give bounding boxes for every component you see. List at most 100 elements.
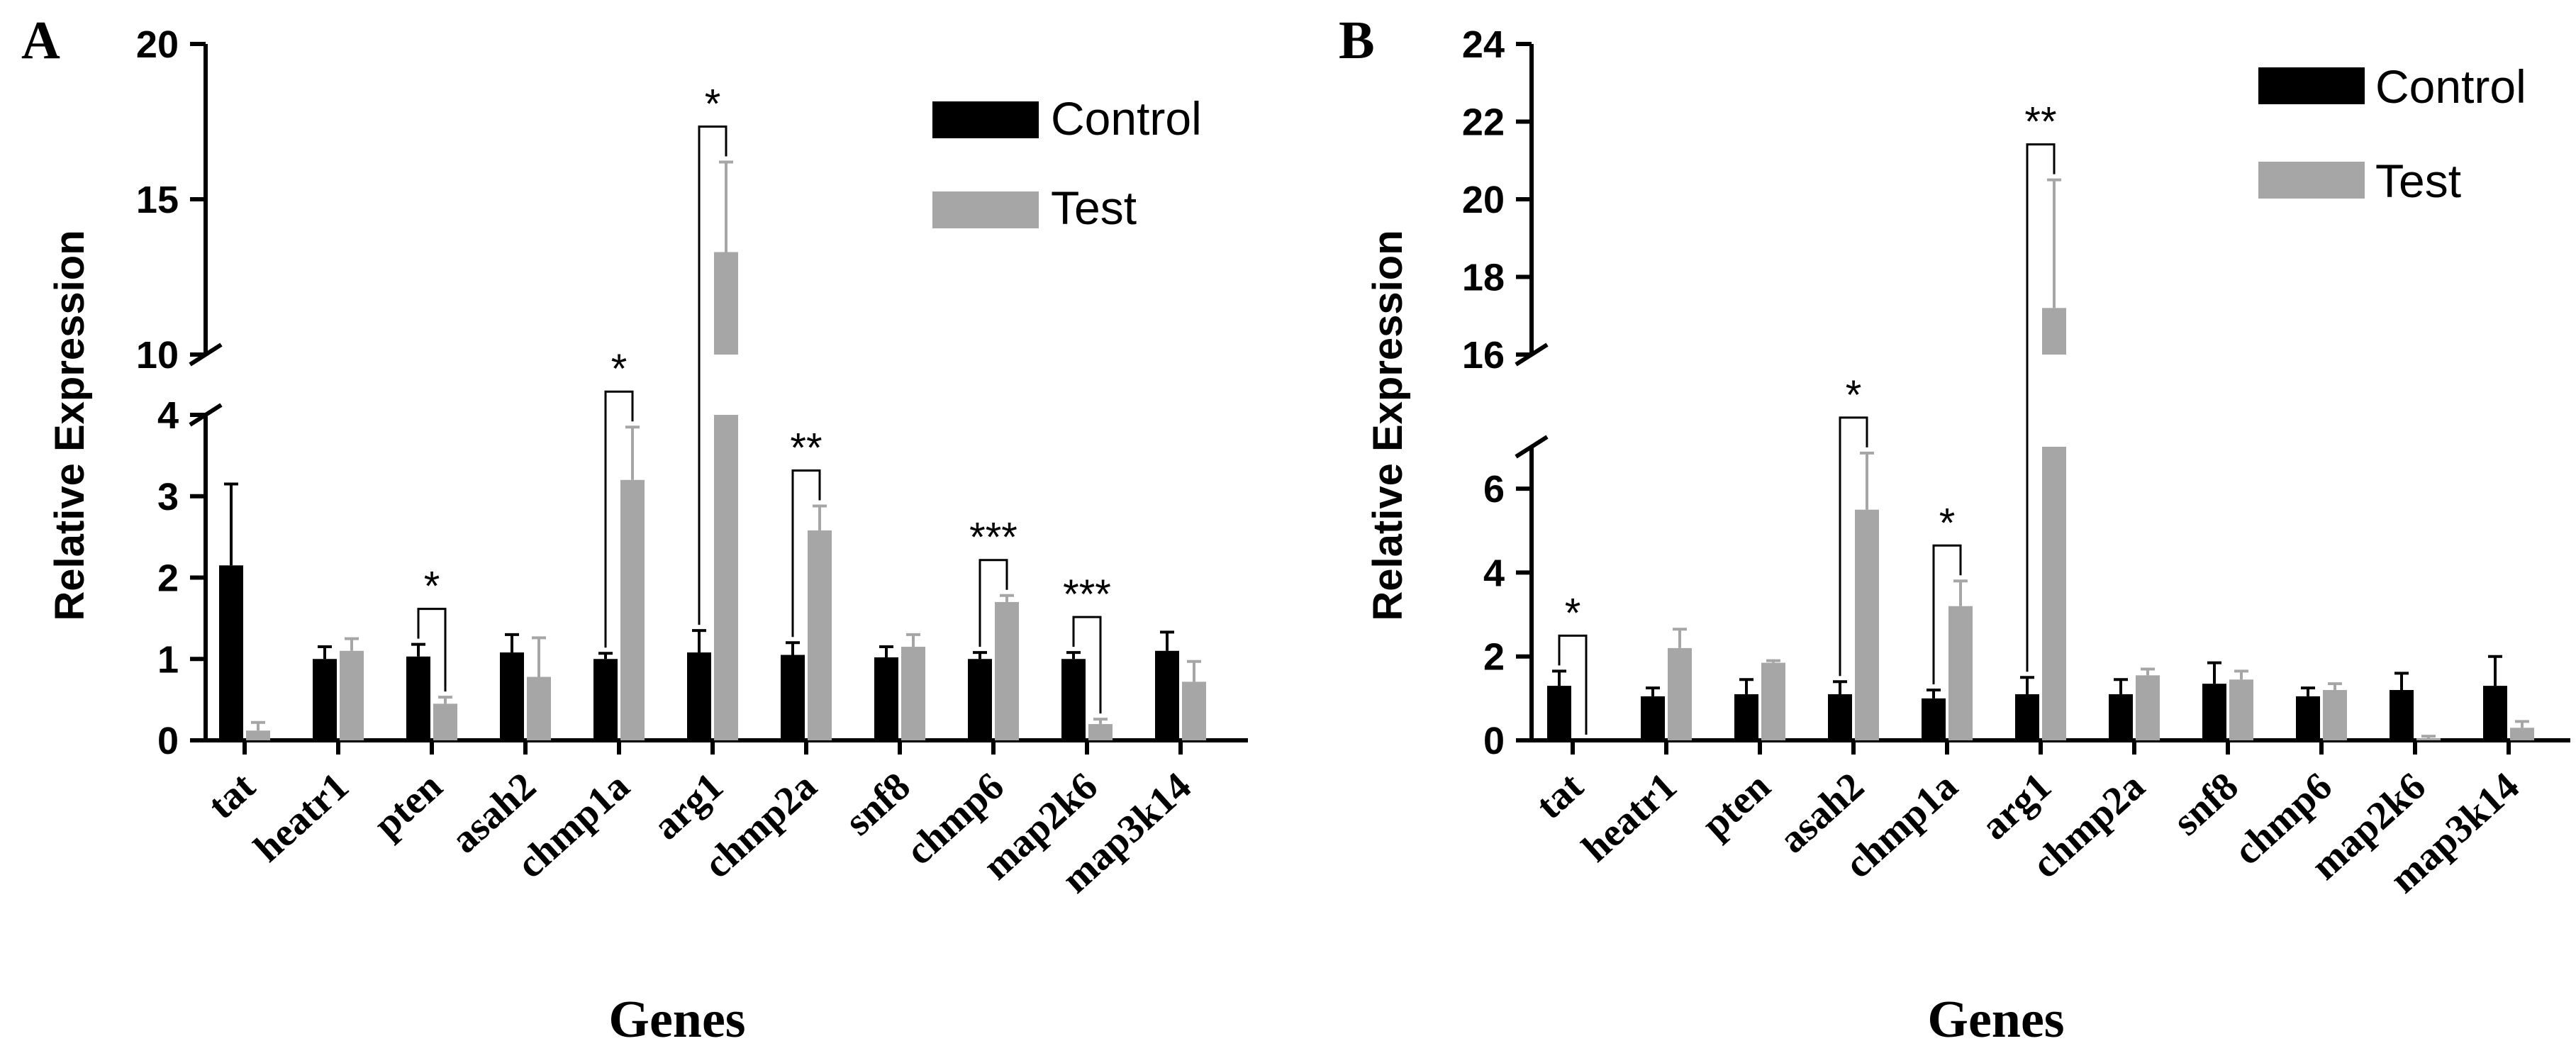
significance-label: *** xyxy=(1063,572,1111,618)
significance-bracket xyxy=(978,559,1008,647)
y-tick-label: 22 xyxy=(1462,101,1505,144)
legend-label-test-a: Test xyxy=(1051,182,1137,234)
significance-label: * xyxy=(1565,590,1581,636)
bar-test xyxy=(714,415,738,740)
bar-control xyxy=(2483,686,2507,740)
y-tick-label: 0 xyxy=(1483,720,1505,762)
bar-test xyxy=(808,530,832,740)
significance-bracket xyxy=(791,469,821,638)
y-tick-label: 0 xyxy=(157,720,179,762)
bar-test xyxy=(527,677,551,740)
bar-control xyxy=(219,565,243,740)
axis-break-mark xyxy=(1515,435,1549,459)
bar-test xyxy=(901,647,925,740)
significance-label: * xyxy=(1846,372,1862,418)
y-tick-label: 6 xyxy=(1483,468,1505,511)
bar-control xyxy=(406,656,430,740)
bar-control xyxy=(1061,659,1086,740)
bar-test xyxy=(1948,606,1973,740)
y-tick-label: 24 xyxy=(1462,23,1505,66)
bar-control xyxy=(1828,694,1852,740)
bar-test xyxy=(1668,647,1692,740)
y-tick-label: 10 xyxy=(136,334,179,377)
panel-label-b: B xyxy=(1339,11,1375,70)
y-tick-label: 2 xyxy=(1483,636,1505,679)
panel-label-a: A xyxy=(21,11,60,70)
bar-control xyxy=(1641,696,1665,740)
y-tick-label: 3 xyxy=(157,476,179,518)
bar-control xyxy=(1734,694,1758,740)
bar-control xyxy=(1155,650,1179,740)
category-label: pten xyxy=(1694,764,1779,847)
y-axis-label-b: Relative Expression xyxy=(1365,230,1411,620)
significance-bracket xyxy=(417,608,447,692)
bar-test xyxy=(1761,662,1785,740)
bar-control xyxy=(2390,690,2414,740)
bar-control xyxy=(687,652,711,740)
y-tick-label: 4 xyxy=(157,394,179,437)
bar-test-upper xyxy=(2042,308,2066,355)
bar-test xyxy=(340,650,364,740)
bar-test xyxy=(2323,690,2347,740)
category-label: pten xyxy=(366,764,451,847)
y-tick-label: 1 xyxy=(157,638,179,681)
panel-a: A Relative Expression Genes Control Test… xyxy=(21,11,1248,1049)
bar-test xyxy=(995,601,1019,740)
bar-test xyxy=(1088,724,1113,740)
category-label: heatr1 xyxy=(1574,764,1685,871)
bar-test xyxy=(2510,728,2534,740)
category-label: tat xyxy=(1528,764,1592,828)
bar-test xyxy=(2229,679,2253,740)
bar-test xyxy=(2416,738,2441,740)
bar-test xyxy=(246,730,270,740)
significance-bracket xyxy=(1932,544,1962,685)
bar-control xyxy=(500,652,524,740)
y-tick-label: 2 xyxy=(157,557,179,600)
bar-test xyxy=(2042,447,2066,740)
significance-label: * xyxy=(1939,500,1956,546)
significance-label: *** xyxy=(969,515,1017,561)
y-tick-label: 16 xyxy=(1462,334,1505,377)
legend-a: Control Test xyxy=(932,92,1202,234)
y-tick-label: 20 xyxy=(1462,179,1505,221)
bar-test xyxy=(620,479,645,740)
panel-b: B Relative Expression Genes Control Test… xyxy=(1339,11,2570,1049)
bar-control xyxy=(968,659,992,740)
y-tick-label: 15 xyxy=(136,179,179,221)
bar-control xyxy=(593,659,618,740)
bar-control xyxy=(1922,698,1946,740)
significance-label: ** xyxy=(2024,99,2056,145)
legend-swatch-test-b xyxy=(2258,162,2365,199)
category-label: tat xyxy=(200,764,264,828)
legend-b: Control Test xyxy=(2258,60,2526,207)
bar-control xyxy=(313,659,337,740)
y-tick-label: 18 xyxy=(1462,257,1505,299)
legend-swatch-control-a xyxy=(932,101,1039,138)
bar-test xyxy=(1182,681,1206,740)
significance-bracket xyxy=(1839,416,1868,677)
bar-control xyxy=(2202,684,2226,740)
bar-control xyxy=(2109,694,2133,740)
legend-label-control-b: Control xyxy=(2375,60,2526,113)
significance-bracket xyxy=(1558,634,1588,735)
bar-test-upper xyxy=(714,252,738,355)
bar-control xyxy=(1547,686,1571,740)
bar-test xyxy=(433,703,457,740)
bar-control xyxy=(874,657,898,740)
y-tick-label: 4 xyxy=(1483,552,1505,594)
x-axis-label-b: Genes xyxy=(1927,991,2064,1049)
bar-control xyxy=(2296,696,2320,740)
significance-label: * xyxy=(424,564,440,610)
legend-label-test-b: Test xyxy=(2375,155,2461,207)
significance-label: * xyxy=(611,346,628,392)
bar-test xyxy=(2136,675,2160,740)
significance-bracket xyxy=(1072,616,1102,714)
significance-bracket xyxy=(698,125,727,625)
legend-swatch-test-a xyxy=(932,191,1039,228)
legend-swatch-control-b xyxy=(2258,67,2365,104)
bar-control xyxy=(781,655,805,740)
x-axis-label-a: Genes xyxy=(608,991,745,1049)
significance-label: * xyxy=(705,81,721,127)
significance-label: ** xyxy=(790,425,822,472)
